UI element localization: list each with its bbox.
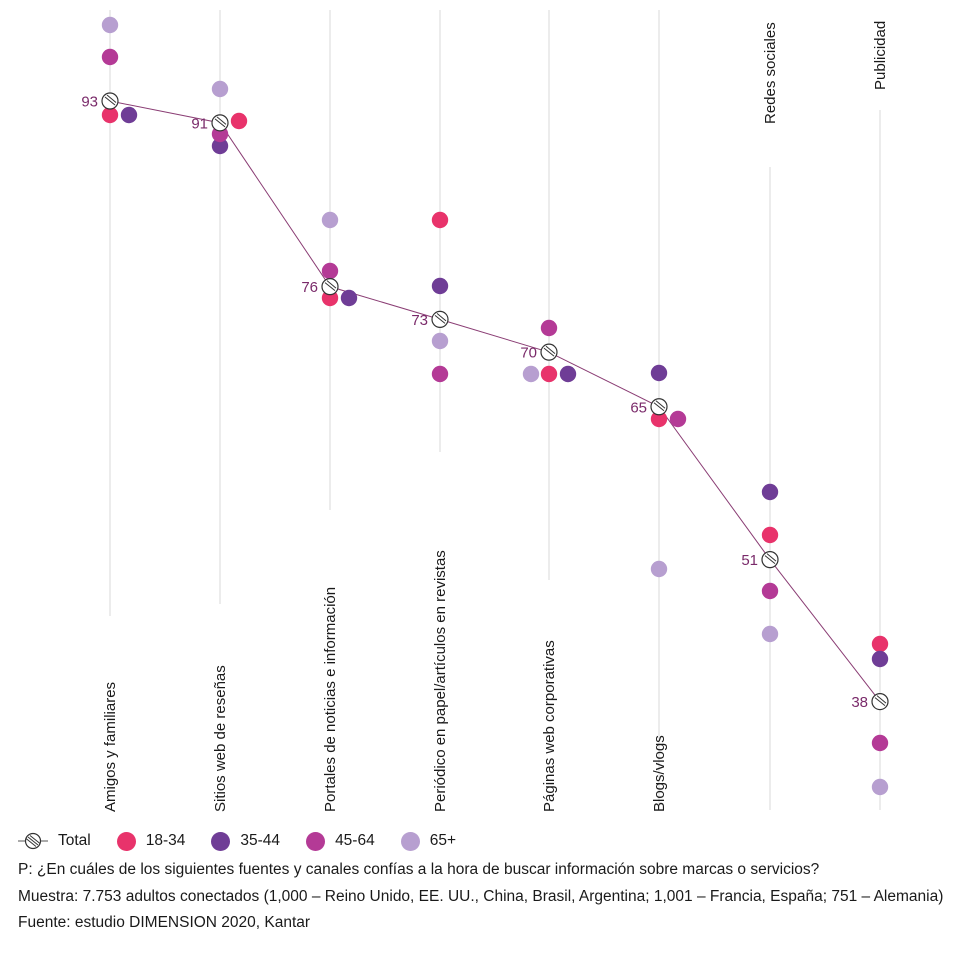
legend-dot-45-64 — [306, 831, 326, 851]
dot-35-44-portales-de-noticias-e-informaci-n — [340, 289, 358, 307]
legend-label-45-64: 45-64 — [335, 832, 375, 849]
total-marker-hatch2-p-ginas-web-corporativas — [545, 345, 556, 355]
dot-45-64-redes-sociales — [761, 582, 779, 600]
total-value-label-publicidad: 38 — [851, 694, 868, 711]
total-marker-hatch-redes-sociales — [764, 555, 776, 565]
dot-35-44-blogs-vlogs — [650, 364, 668, 382]
source-note: Fuente: estudio DIMENSION 2020, Kantar — [18, 914, 311, 931]
total-marker-hatch2-peri-dico-en-papel-art-culos-en-revistas — [436, 313, 447, 322]
dot-18-34-redes-sociales — [761, 526, 779, 544]
category-label-redes-sociales: Redes sociales — [762, 22, 779, 124]
total-marker-hatch2-sitios-web-de-rese-as — [216, 116, 227, 125]
dot-35-44-amigos-y-familiares — [120, 106, 138, 124]
total-value-label-portales-de-noticias-e-informaci-n: 76 — [301, 279, 318, 296]
dot-65-amigos-y-familiares — [101, 16, 119, 34]
dot-45-64-amigos-y-familiares — [101, 48, 119, 66]
total-value-label-p-ginas-web-corporativas: 70 — [520, 345, 537, 362]
dot-18-34-p-ginas-web-corporativas — [540, 365, 558, 383]
dot-45-64-portales-de-noticias-e-informaci-n — [321, 262, 339, 280]
dot-45-64-peri-dico-en-papel-art-culos-en-revistas — [431, 365, 449, 383]
dot-65-peri-dico-en-papel-art-culos-en-revistas — [431, 332, 449, 350]
category-label-amigos-y-familiares: Amigos y familiares — [102, 682, 119, 812]
dot-45-64-p-ginas-web-corporativas — [540, 319, 558, 337]
total-marker-hatch-amigos-y-familiares — [104, 96, 116, 106]
total-marker-hatch-sitios-web-de-rese-as — [214, 118, 226, 128]
legend-item-35-44: 35-44 — [211, 831, 281, 851]
dot-45-64-blogs-vlogs — [669, 410, 687, 428]
legend-item-total: Total — [18, 831, 91, 851]
question-note: P: ¿En cuáles de los siguientes fuentes … — [18, 861, 820, 878]
total-value-label-sitios-web-de-rese-as: 91 — [191, 115, 208, 132]
dot-65-p-ginas-web-corporativas — [522, 365, 540, 383]
legend-label-65plus: 65+ — [429, 832, 457, 849]
dot-35-44-redes-sociales — [761, 483, 779, 501]
dot-35-44-publicidad — [871, 650, 889, 668]
category-label-blogs-vlogs: Blogs/vlogs — [651, 735, 668, 812]
total-value-label-peri-dico-en-papel-art-culos-en-revistas: 73 — [411, 312, 428, 329]
total-marker-hatch2-blogs-vlogs — [655, 400, 666, 409]
legend-dot-35-44 — [211, 831, 231, 851]
total-marker-hatch-publicidad — [874, 697, 886, 706]
total-marker-hatch2-amigos-y-familiares — [106, 94, 117, 103]
legend-item-65plus: 65+ — [400, 831, 457, 851]
dot-35-44-sitios-web-de-rese-as — [211, 137, 229, 155]
total-value-label-blogs-vlogs: 65 — [630, 399, 647, 416]
dot-65-redes-sociales — [761, 625, 779, 643]
dot-45-64-publicidad — [871, 734, 889, 752]
total-marker-hatch2-redes-sociales — [766, 553, 777, 562]
total-marker-hatch-blogs-vlogs — [653, 402, 665, 412]
dot-18-34-publicidad — [871, 635, 889, 653]
total-value-label-redes-sociales: 51 — [741, 552, 758, 569]
dot-18-34-peri-dico-en-papel-art-culos-en-revistas — [431, 211, 449, 229]
chart-canvas: Amigos y familiares Sitios web de reseñas… — [81, 10, 889, 812]
total-value-label-amigos-y-familiares: 93 — [81, 94, 98, 111]
dot-35-44-p-ginas-web-corporativas — [559, 365, 577, 383]
legend-label-total: Total — [58, 832, 91, 849]
legend-dot-65plus — [400, 831, 420, 851]
total-marker-icon — [18, 832, 48, 850]
category-label-portales-de-noticias-e-informaci-n: Portales de noticias e información — [322, 587, 339, 812]
dot-65-publicidad — [871, 778, 889, 796]
dot-65-blogs-vlogs — [650, 560, 668, 578]
sample-note: Muestra: 7.753 adultos conectados (1,000… — [18, 887, 944, 905]
dot-65-sitios-web-de-rese-as — [211, 80, 229, 98]
total-marker-hatch2-portales-de-noticias-e-informaci-n — [326, 280, 337, 289]
legend-dot-18-34 — [116, 831, 136, 851]
total-series-line — [109, 100, 881, 702]
dot-18-34-blogs-vlogs — [650, 410, 668, 428]
category-label-p-ginas-web-corporativas: Páginas web corporativas — [541, 640, 558, 812]
total-marker-hatch-portales-de-noticias-e-informaci-n — [324, 282, 336, 292]
dot-65-portales-de-noticias-e-informaci-n — [321, 211, 339, 229]
legend-item-45-64: 45-64 — [306, 831, 375, 851]
dot-35-44-peri-dico-en-papel-art-culos-en-revistas — [431, 277, 449, 295]
total-marker-hatch-p-ginas-web-corporativas — [543, 347, 555, 357]
legend-label-18-34: 18-34 — [145, 832, 186, 849]
legend-label-35-44: 35-44 — [240, 832, 281, 849]
legend-item-18-34: 18-34 — [116, 831, 186, 851]
dot-18-34-sitios-web-de-rese-as — [230, 112, 248, 130]
chart-notes: P: ¿En cuáles de los siguientes fuentes … — [18, 859, 948, 939]
legend: Total 18-34 35-44 45-64 65+ — [18, 829, 482, 853]
category-label-peri-dico-en-papel-art-culos-en-revistas: Periódico en papel/artículos en revistas — [432, 550, 449, 812]
total-marker-hatch2-publicidad — [876, 695, 887, 704]
dot-18-34-amigos-y-familiares — [101, 106, 119, 124]
total-marker-hatch-peri-dico-en-papel-art-culos-en-revistas — [434, 315, 446, 324]
category-label-sitios-web-de-rese-as: Sitios web de reseñas — [212, 665, 229, 812]
category-label-publicidad: Publicidad — [872, 21, 889, 90]
